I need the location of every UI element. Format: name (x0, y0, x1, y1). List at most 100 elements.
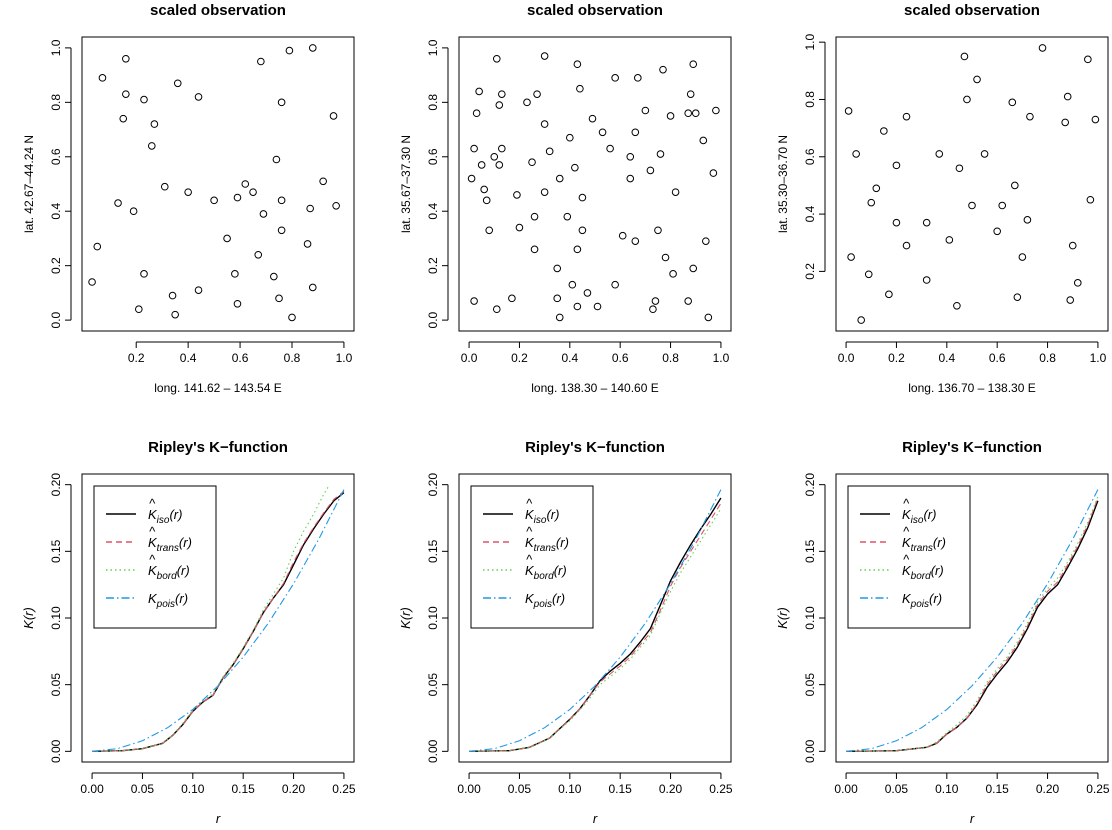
scatter-panel-2: scaled observation 0.0 0.2 0.4 0.6 0.8 1.0 0.0 0… (399, 2, 732, 395)
scatter-point (490, 152, 499, 161)
scatter-point (885, 290, 893, 299)
scatter-panel-1: scaled observation 0.2 0.4 0.6 0.8 1.0 0.0 0.2 0… (22, 2, 355, 395)
x-tick-label: 0.10 (935, 782, 959, 796)
scatter-point (649, 305, 657, 314)
legend-hat: ^ (526, 496, 533, 511)
scatter-point (671, 188, 680, 196)
scatter-point (872, 184, 881, 193)
y-tick-label: 0.6 (426, 148, 440, 165)
legend-symbol: K (148, 507, 158, 522)
scatter-point (593, 302, 602, 311)
legend-hat: ^ (149, 552, 156, 567)
legend: Kiso(r)^Ktrans(r)^Kbord(r)^Kpois(r) (847, 485, 971, 629)
y-axis-label: K(r) (775, 607, 790, 629)
scatter-point (540, 188, 549, 196)
legend: Kiso(r)^Ktrans(r)^Kbord(r)^Kpois(r) (93, 485, 217, 629)
scatter-point (968, 201, 976, 210)
x-tick-label: 0.4 (180, 351, 197, 365)
legend-subscript: trans (534, 543, 556, 554)
legend-box (93, 485, 217, 629)
scatter-point (233, 193, 242, 202)
scatter-point (857, 316, 865, 324)
x-tick-label: 0.15 (986, 782, 1010, 796)
scatter-point (935, 150, 944, 158)
scatter-point (223, 234, 231, 243)
legend-label-4: Kpois(r) (148, 591, 188, 610)
scatter-point (578, 226, 587, 235)
scatter-point (482, 196, 491, 205)
scatter-point (533, 90, 541, 98)
scatter-point (684, 109, 692, 118)
chart-title: Ripley's K−function (902, 439, 1042, 456)
x-tick-label: 0.8 (1039, 351, 1056, 365)
legend-subscript: bord (157, 571, 177, 582)
y-tick-label: 0.20 (426, 473, 440, 497)
y-tick-label: 0.20 (803, 473, 817, 497)
legend-argument: (r) (929, 591, 942, 606)
scatter-point (993, 227, 1001, 236)
legend-argument: (r) (552, 591, 565, 606)
y-tick-label: 0.0 (49, 311, 63, 328)
legend-subscript: trans (911, 543, 933, 554)
scatter-point (686, 90, 695, 98)
scatter-point (606, 144, 614, 153)
scatter-point (1008, 98, 1017, 107)
scatter-point (308, 44, 317, 52)
scatter-point (277, 226, 286, 235)
x-tick-label: 0.6 (612, 351, 629, 365)
legend-symbol: K (148, 535, 158, 550)
chart-title: Ripley's K−function (148, 439, 288, 456)
scatter-point (611, 74, 619, 82)
scatter-point (1066, 296, 1075, 304)
scatter-point (171, 310, 179, 319)
scatter-point (270, 272, 278, 281)
series-line-1 (469, 497, 722, 752)
legend-box (470, 485, 594, 629)
scatter-point (470, 144, 478, 153)
scatter-point (654, 226, 662, 235)
legend-subscript: bord (534, 571, 554, 582)
scatter-point (150, 120, 159, 128)
scatter-point (122, 54, 130, 63)
legend-argument: (r) (175, 591, 188, 606)
scatter-point (980, 150, 989, 158)
series-line-4 (469, 489, 722, 752)
legend-symbol: K (148, 591, 158, 606)
scatter-point (160, 182, 169, 191)
scatter-point (530, 212, 539, 221)
legend-label-4: Kpois(r) (902, 591, 942, 610)
scatter-point (194, 286, 203, 294)
scatter-point (540, 120, 549, 128)
legend-symbol: K (902, 507, 912, 522)
y-tick-label: 0.10 (803, 606, 817, 630)
legend-subscript: iso (534, 515, 547, 526)
scatter-point (998, 201, 1007, 210)
series-line-3 (469, 508, 722, 752)
scatter-point (1068, 241, 1077, 250)
x-tick-label: 0.20 (1036, 782, 1060, 796)
scatter-point (880, 127, 888, 135)
scatter-point (140, 95, 148, 104)
legend-symbol: K (148, 563, 158, 578)
legend-argument: (r) (933, 535, 946, 550)
scatter-point (922, 218, 931, 227)
y-tick-label: 0.4 (49, 203, 63, 220)
x-tick-label: 0.15 (609, 782, 633, 796)
scatter-point (254, 250, 263, 259)
scatter-point (611, 280, 619, 289)
chart-title: scaled observation (904, 2, 1040, 19)
scatter-point (319, 177, 327, 186)
scatter-point (272, 155, 281, 164)
x-tick-label: 0.8 (662, 351, 679, 365)
y-tick-label: 0.6 (49, 148, 63, 165)
scatter-point (631, 128, 640, 137)
scatter-point (241, 180, 250, 188)
x-tick-label: 0.0 (838, 351, 855, 365)
scatter-point (119, 114, 128, 123)
scatter-point (288, 313, 296, 322)
x-tick-label: 0.00 (834, 782, 858, 796)
legend-subscript: trans (157, 543, 179, 554)
scatter-point (1026, 112, 1034, 121)
legend-symbol: K (902, 591, 912, 606)
x-tick-label: 0.05 (508, 782, 532, 796)
